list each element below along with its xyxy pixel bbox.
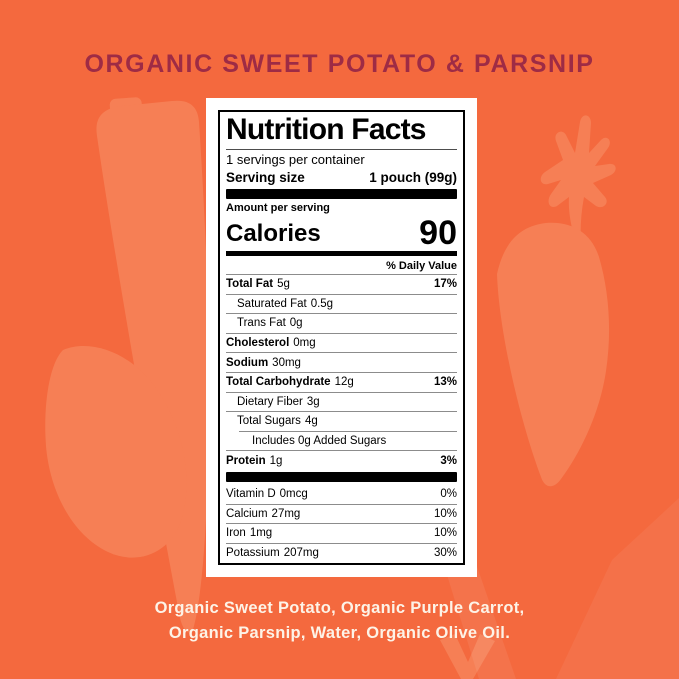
daily-value-header: % Daily Value [386,260,457,272]
ingredients-text: Organic Sweet Potato, Organic Purple Car… [0,596,679,646]
nutrient-dv: 13% [433,376,457,389]
calories-label: Calories [226,220,321,247]
nutrient-amount: 0mg [293,337,316,350]
nutrient-row: Total Fat 5g 17% [226,274,457,294]
nutrient-name: Includes 0g Added Sugars [252,435,387,448]
nutrient-dv: 30% [433,547,457,560]
nutrient-name: Total Sugars [237,415,301,428]
micro-row: Vitamin D 0mcg 0% [226,484,457,504]
nutrient-amount: 30mg [272,356,301,369]
nutrition-facts-label: Nutrition Facts 1 servings per container… [218,110,465,565]
nutrient-name: Dietary Fiber [237,395,303,408]
nutrient-row: Dietary Fiber 3g [226,391,457,412]
ingredients-line-1: Organic Sweet Potato, Organic Purple Car… [154,599,525,617]
nutrient-row: Sodium 30mg [226,352,457,372]
serving-size-label: Serving size [226,170,305,185]
nutrient-row: Protein 1g 3% [226,450,457,470]
nutrient-name: Protein [226,454,266,467]
corner-streak-icon [556,498,679,679]
micro-row: Potassium 207mg 30% [226,542,457,563]
carrot-leaves-right-icon [540,115,616,244]
nutrient-amount: 12g [334,376,354,389]
thick-divider [226,189,457,199]
serving-size-value: 1 pouch (99g) [369,170,457,185]
nutrient-dv: 10% [433,507,457,520]
nutrient-name: Trans Fat [237,317,286,330]
nutrient-amount: 0g [289,317,303,330]
calories-value: 90 [419,214,457,252]
nutrient-row: Saturated Fat 0.5g [226,293,457,314]
nutrient-amount: 0mcg [279,487,308,500]
servings-per-container: 1 servings per container [226,152,365,167]
product-title: ORGANIC SWEET POTATO & PARSNIP [84,50,595,78]
nutrient-amount: 5g [277,278,290,291]
nutrition-facts-title: Nutrition Facts [226,113,426,146]
medium-divider [226,251,457,256]
nutrient-name: Total Fat [226,278,274,291]
nutrient-row: Trans Fat 0g [226,313,457,333]
nutrient-dv: 10% [433,527,457,540]
nutrient-name: Calcium [226,507,268,520]
nutrient-amount: 1g [269,454,283,467]
nutrient-amount: 0.5g [310,297,334,310]
nutrient-name: Sodium [226,356,269,369]
nutrient-name: Iron [226,527,246,540]
nutrient-name: Total Carbohydrate [226,376,331,389]
serving-size-row: Serving size 1 pouch (99g) [226,168,457,189]
nutrient-dv: 0% [440,487,457,500]
thick-divider [226,471,457,482]
leaf-silhouette-left-icon [45,346,187,558]
nutrient-dv: 3% [440,454,457,467]
nutrient-amount: 4g [304,415,318,428]
nutrient-name: Cholesterol [226,337,290,350]
nutrient-name: Vitamin D [226,487,276,500]
nutrient-amount: 3g [306,395,320,408]
micro-row: Iron 1mg 10% [226,523,457,543]
ingredients-line-2: Organic Parsnip, Water, Organic Olive Oi… [168,624,511,642]
nutrient-dv: 17% [433,278,457,291]
amount-per-serving: Amount per serving [226,202,330,214]
carrot-silhouette-right-icon [497,222,610,487]
nutrient-row: Cholesterol 0mg [226,332,457,353]
nutrient-row: Total Sugars 4g [226,411,457,431]
micro-row: Calcium 27mg 10% [226,503,457,524]
nutrient-amount: 207mg [283,547,319,560]
light-streak-icon [440,552,516,679]
divider [226,149,457,150]
nutrient-name: Saturated Fat [237,297,307,310]
nutrient-amount: 27mg [271,507,301,520]
carrot-tip-v-icon [440,634,495,679]
calories-row: Calories 90 [226,214,457,252]
nutrition-facts-card: Nutrition Facts 1 servings per container… [206,98,477,577]
nutrient-row: Total Carbohydrate 12g 13% [226,371,457,392]
nutrient-amount: 1mg [249,527,273,540]
nutrient-row: Includes 0g Added Sugars [239,430,457,451]
nutrient-name: Potassium [226,547,280,560]
